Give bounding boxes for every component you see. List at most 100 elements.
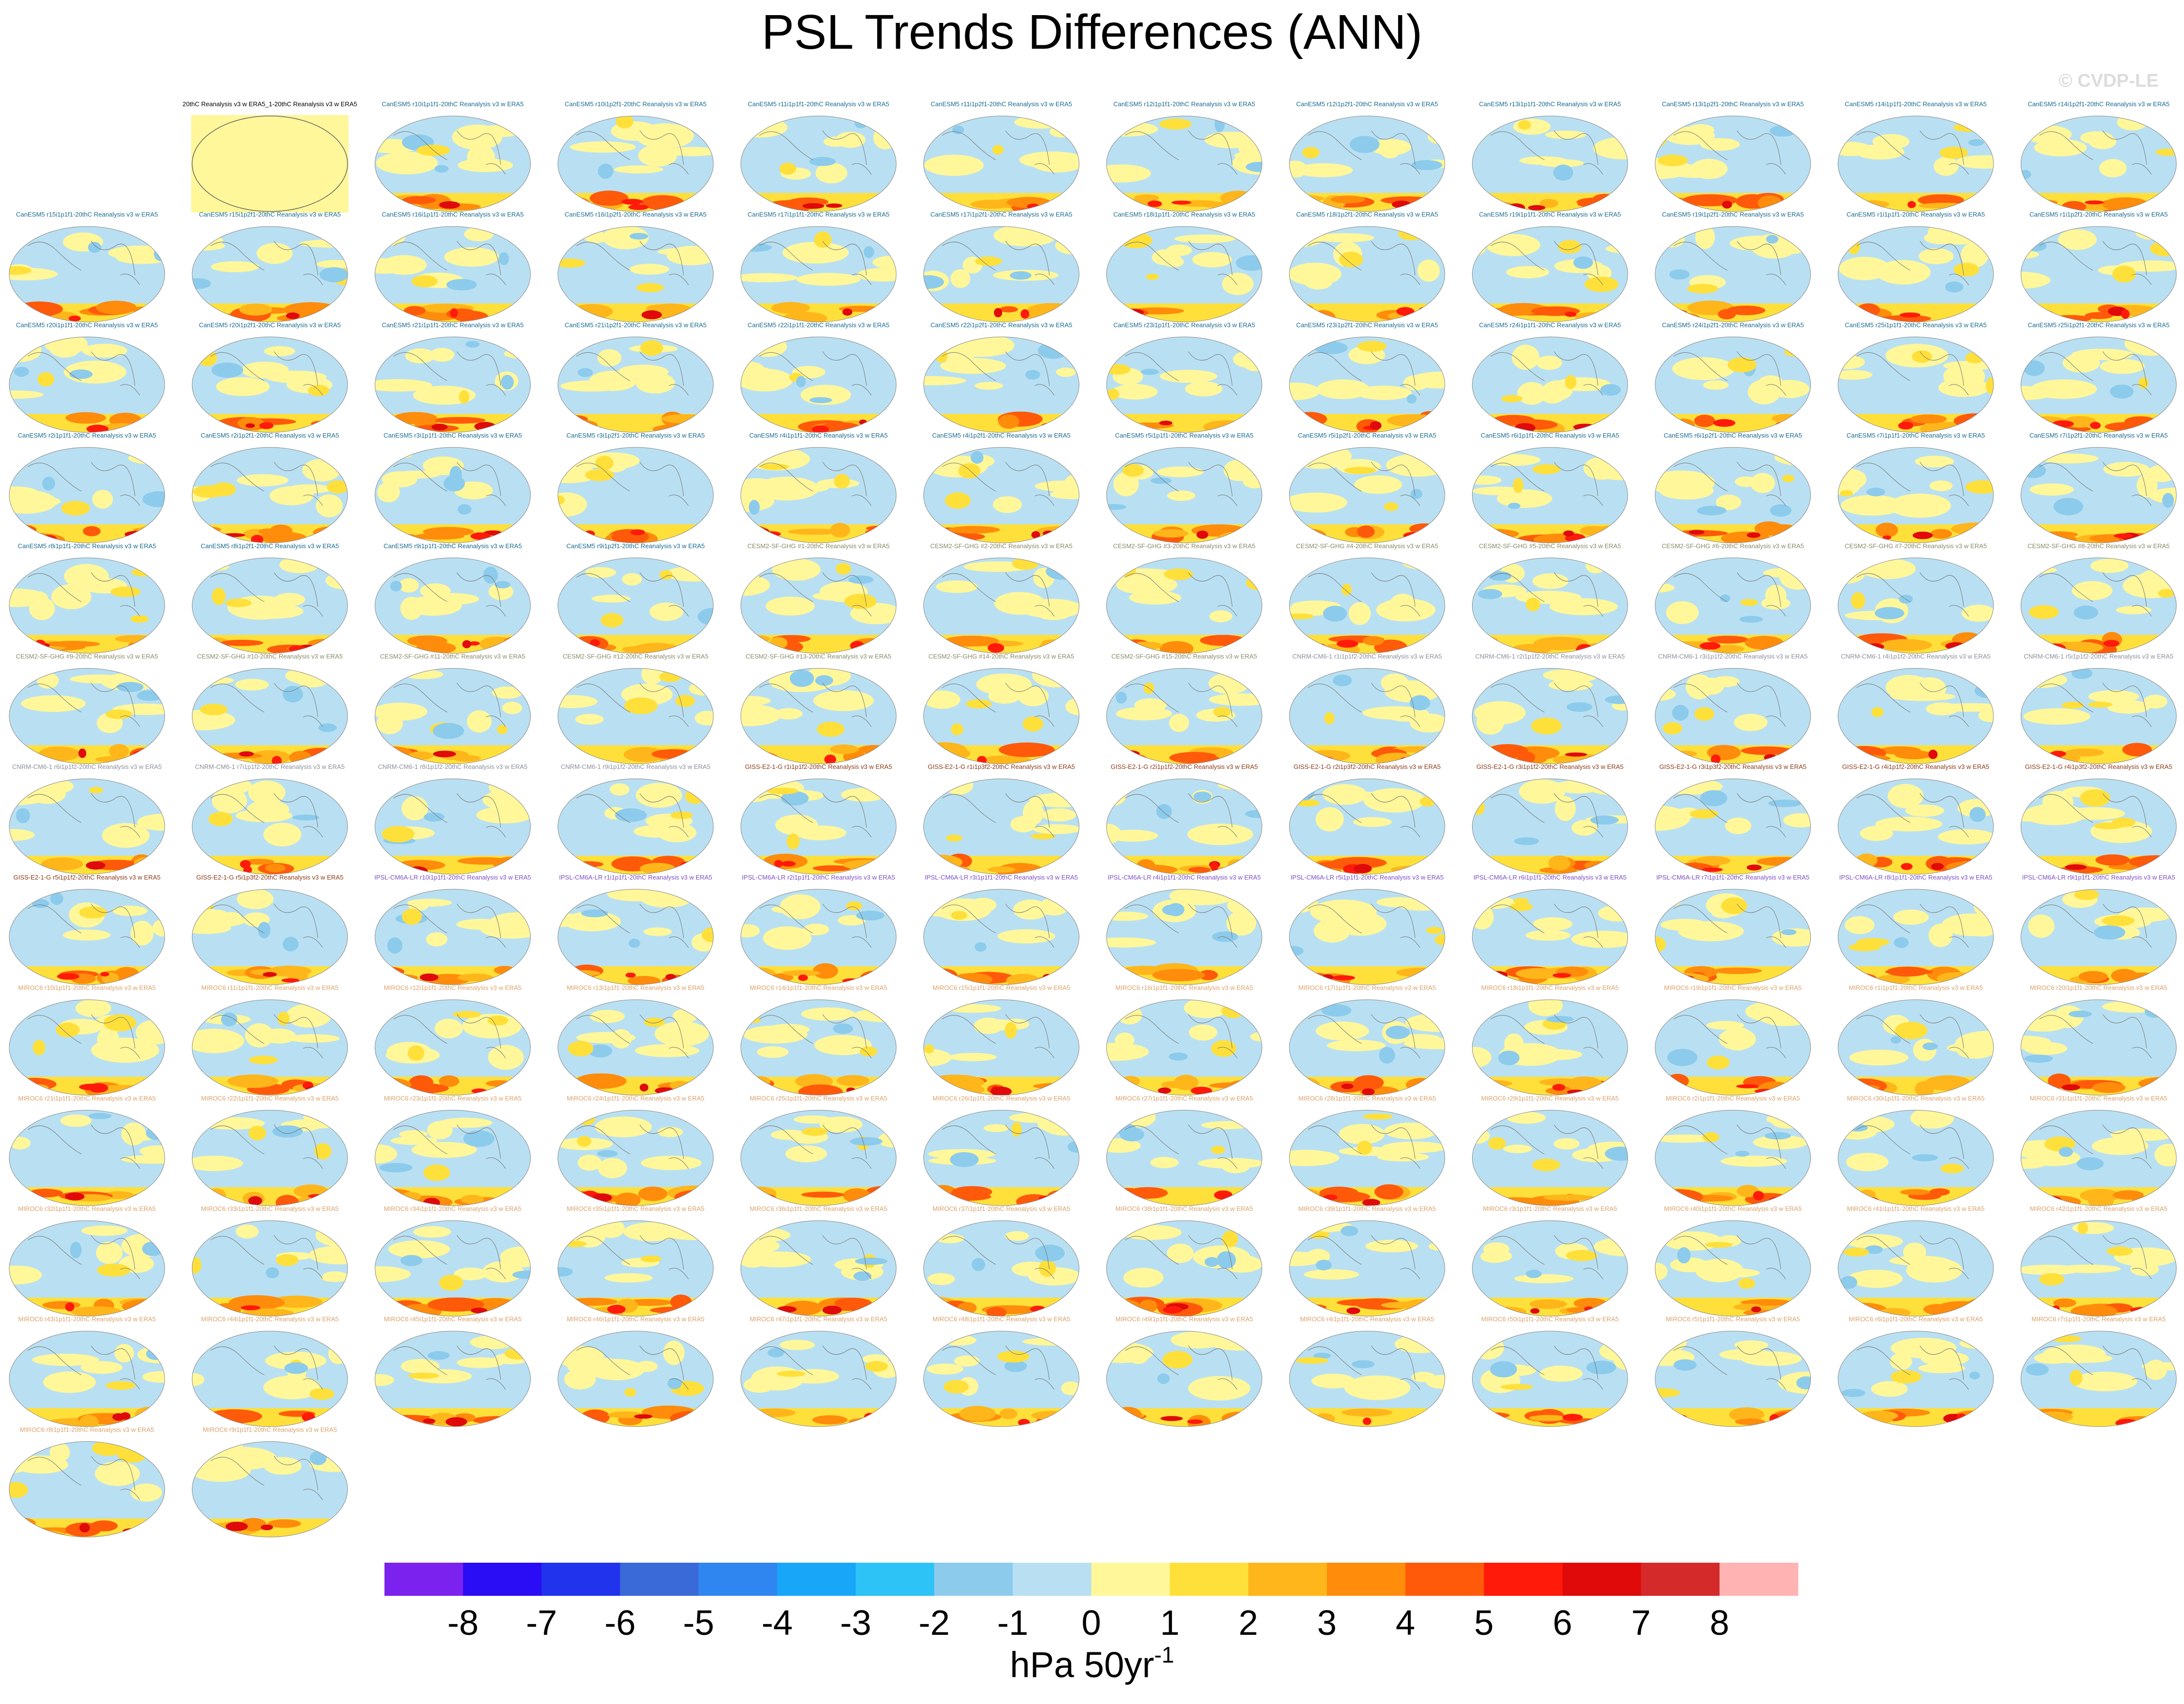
map-blob bbox=[564, 197, 591, 210]
map-field bbox=[1472, 116, 1628, 211]
map-outline bbox=[1106, 889, 1263, 985]
map-panel: CNRM-CM6-1 r7i1p1f2-20thC Reanalysis v3 … bbox=[192, 763, 348, 875]
map-blob bbox=[1923, 1304, 1952, 1315]
map-blob bbox=[662, 1226, 713, 1240]
map-blob bbox=[1846, 1153, 1889, 1171]
colorbar-tick-label: -8 bbox=[447, 1604, 479, 1643]
map-blob bbox=[216, 377, 270, 396]
map-blob bbox=[1410, 713, 1445, 733]
map-blob bbox=[1753, 1191, 1764, 1201]
map-blob bbox=[2071, 668, 2092, 679]
map-blob bbox=[513, 1088, 531, 1094]
map-blob bbox=[560, 415, 588, 423]
panel-label: GISS-E2-1-G r5i1p1f2-20thC Reanalysis v3… bbox=[13, 874, 160, 881]
map-blob bbox=[1314, 233, 1375, 243]
map-blob bbox=[690, 646, 709, 652]
map-blob bbox=[1472, 1231, 1482, 1245]
map-blob bbox=[429, 347, 455, 362]
map-blob bbox=[1063, 1414, 1079, 1423]
panel-label: MIROC6 r41i1p1f1-20thC Reanalysis v3 w E… bbox=[1847, 1205, 1985, 1212]
map-blob bbox=[1565, 752, 1588, 757]
coastline bbox=[2039, 130, 2152, 175]
map-blob bbox=[639, 1083, 649, 1091]
map-blob bbox=[1510, 902, 1533, 911]
map-field bbox=[1838, 999, 1993, 1095]
map-panel: CanESM5 r18i1p1f1-20thC Reanalysis v3 w … bbox=[1106, 211, 1263, 323]
map-blob bbox=[1011, 1122, 1022, 1137]
map-blob bbox=[375, 1374, 394, 1386]
map-outline bbox=[1472, 336, 1628, 433]
coastline bbox=[2039, 572, 2152, 617]
map-panel: MIROC6 r43i1p1f1-20thC Reanalysis v3 w E… bbox=[9, 1316, 165, 1427]
map-blob bbox=[1295, 163, 1353, 177]
map-blob bbox=[1838, 1300, 1847, 1308]
map-blob bbox=[375, 746, 412, 760]
map-blob bbox=[1775, 422, 1789, 429]
map-blob bbox=[426, 932, 448, 947]
map-blob bbox=[691, 345, 706, 352]
coastline bbox=[576, 461, 689, 506]
map-blob bbox=[1035, 526, 1079, 537]
map-outline bbox=[375, 557, 531, 654]
panel-label: CanESM5 r6i1p1f1-20thC Reanalysis v3 w E… bbox=[1481, 432, 1619, 439]
map-field bbox=[1655, 889, 1811, 985]
map-blob bbox=[939, 864, 958, 870]
map-field bbox=[923, 557, 1079, 653]
map-blob bbox=[2141, 1362, 2177, 1371]
map-blob bbox=[1293, 412, 1327, 426]
map-blob bbox=[1506, 1111, 1546, 1124]
map-outline bbox=[1472, 447, 1628, 543]
map-blob bbox=[741, 525, 767, 535]
map-outline bbox=[740, 668, 897, 764]
coastline bbox=[942, 351, 1054, 396]
map-blob bbox=[779, 1340, 815, 1350]
coastline bbox=[759, 130, 872, 175]
map-blob bbox=[874, 1192, 888, 1198]
map-blob bbox=[927, 968, 958, 982]
map-blob bbox=[615, 116, 633, 129]
map-blob bbox=[385, 1302, 398, 1312]
map-outline bbox=[557, 1220, 714, 1317]
panel-label: IPSL-CM6A-LR r1i1p1f1-20thC Reanalysis v… bbox=[559, 874, 712, 881]
map-outline bbox=[2020, 336, 2177, 433]
map-blob bbox=[1374, 1184, 1403, 1200]
map-blob bbox=[1214, 116, 1225, 132]
map-blob bbox=[767, 1348, 785, 1358]
map-blob bbox=[986, 1307, 1007, 1316]
map-blob bbox=[225, 598, 252, 608]
map-blob bbox=[1688, 530, 1705, 535]
map-panel: MIROC6 r47i1p1f1-20thC Reanalysis v3 w E… bbox=[740, 1316, 897, 1427]
map-blob bbox=[402, 796, 428, 821]
map-outline bbox=[557, 778, 714, 875]
map-blob bbox=[65, 1192, 85, 1201]
panel-label: GISS-E2-1-G r1i1p1f2-20thC Reanalysis v3… bbox=[745, 763, 892, 770]
map-blob bbox=[1838, 1114, 1849, 1134]
map-field bbox=[1289, 1331, 1445, 1427]
map-field bbox=[375, 889, 531, 985]
map-blob bbox=[1928, 749, 1938, 759]
panel-label: CanESM5 r14i1p1f1-20thC Reanalysis v3 w … bbox=[1845, 100, 1987, 108]
map-blob bbox=[1963, 751, 1993, 758]
map-blob bbox=[434, 1018, 463, 1038]
map-blob bbox=[248, 1196, 263, 1206]
map-blob bbox=[1187, 823, 1253, 845]
map-blob bbox=[1390, 865, 1442, 874]
map-blob bbox=[868, 1084, 897, 1095]
map-outline bbox=[2020, 1220, 2177, 1317]
panel-label: CanESM5 r3i1p1f1-20thC Reanalysis v3 w E… bbox=[383, 432, 522, 439]
coastline bbox=[1491, 683, 1603, 727]
map-blob bbox=[1205, 1257, 1219, 1267]
map-blob bbox=[1839, 973, 1854, 979]
map-blob bbox=[1067, 1141, 1079, 1153]
colorbar-tick-label: 0 bbox=[1081, 1604, 1101, 1643]
map-blob bbox=[453, 1011, 481, 1018]
map-outline bbox=[1106, 1220, 1263, 1317]
map-blob bbox=[1227, 894, 1262, 918]
map-blob bbox=[1406, 1078, 1437, 1091]
map-blob bbox=[970, 451, 984, 464]
map-blob bbox=[623, 1222, 680, 1242]
map-blob bbox=[794, 825, 847, 841]
map-blob bbox=[1106, 750, 1126, 760]
map-blob bbox=[504, 636, 530, 645]
map-blob bbox=[292, 814, 320, 821]
